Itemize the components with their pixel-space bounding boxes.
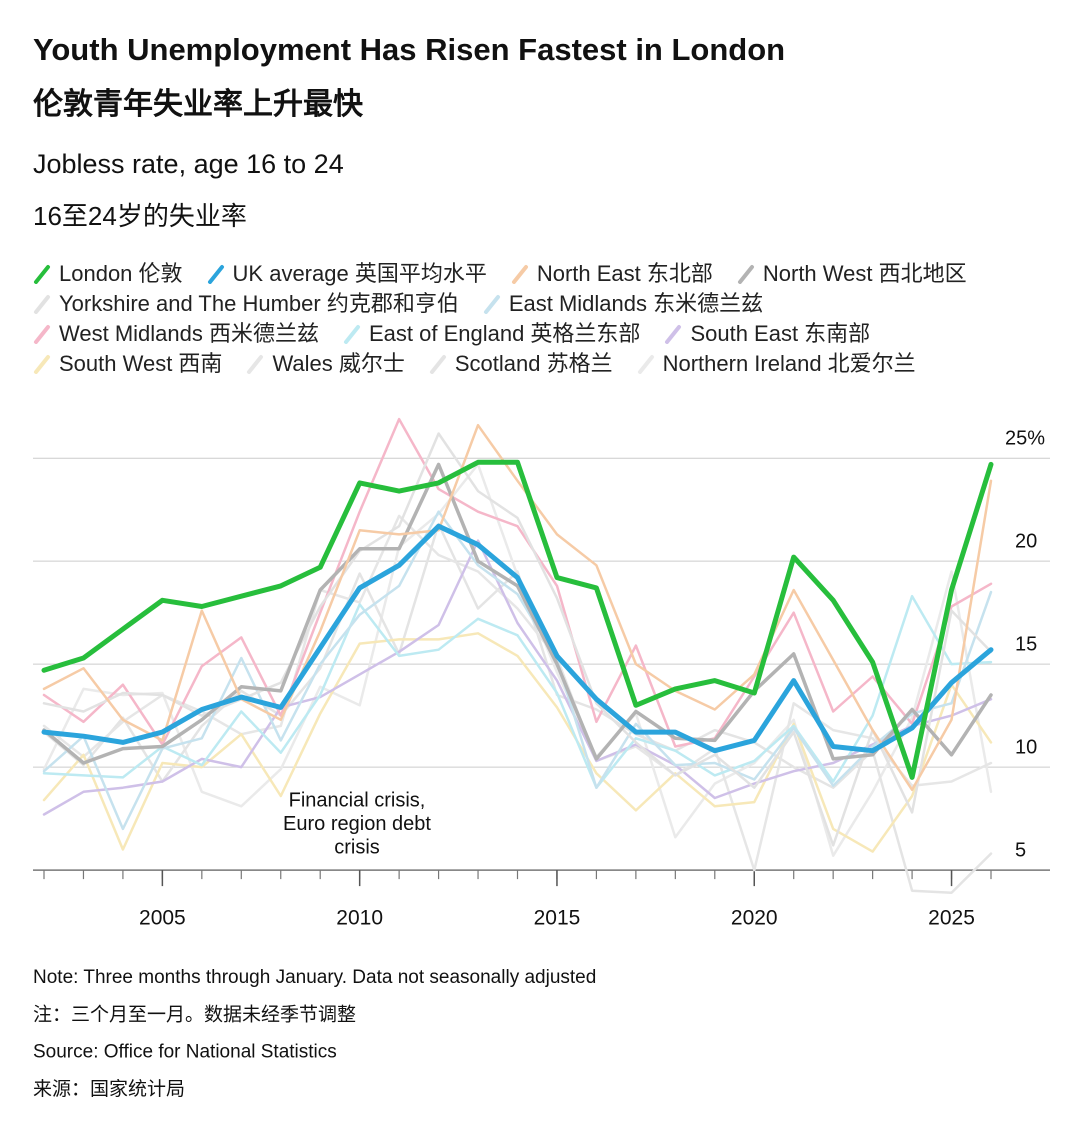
legend-item: Scotland 苏格兰	[429, 352, 613, 376]
legend-swatch-line	[429, 355, 446, 374]
series-line	[41, 459, 994, 780]
legend-label: Yorkshire and The Humber 约克郡和亨伯	[59, 291, 459, 316]
legend-swatch-line	[665, 325, 682, 344]
note: Note: Three months through January. Data…	[33, 967, 596, 988]
legend-swatch-line	[637, 355, 654, 374]
legend-swatch-line	[34, 265, 50, 284]
legend-item: West Midlands 西米德兰兹	[33, 322, 319, 346]
legend-swatch-line	[343, 325, 360, 344]
y-tick-label: 5	[1015, 839, 1026, 861]
legend-swatch	[483, 295, 500, 314]
chart-title-cn: 伦敦青年失业率上升最快	[33, 87, 364, 121]
legend-swatch	[34, 325, 50, 344]
series-line	[42, 510, 993, 831]
annotation: Euro region debt	[283, 813, 431, 835]
legend-swatch	[34, 295, 50, 314]
legend-label: Northern Ireland 北爱尔兰	[662, 351, 916, 376]
legend: London 伦敦 UK average 英国平均水平 North East 东北部…	[33, 262, 1068, 376]
legend-label: South West 西南	[59, 351, 223, 376]
annotation: crisis	[334, 836, 380, 858]
legend-label: West Midlands 西米德兰兹	[59, 321, 319, 346]
x-tick-label: 2025	[928, 907, 975, 930]
legend-item: Yorkshire and The Humber 约克郡和亨伯	[33, 292, 459, 316]
legend-label: Wales 威尔士	[272, 351, 405, 376]
legend-label: North East 东北部	[536, 261, 713, 286]
y-tick-label: 25%	[1005, 427, 1045, 449]
y-tick-label: 10	[1015, 736, 1037, 758]
note: Source: Office for National Statistics	[33, 1042, 337, 1063]
legend-swatch	[637, 355, 654, 374]
legend-swatch-line	[34, 355, 50, 374]
legend-label: UK average 英国平均水平	[232, 261, 487, 286]
legend-swatch	[207, 265, 224, 284]
annotation: Financial crisis,	[289, 789, 426, 811]
legend-item: South East 东南部	[664, 322, 870, 346]
series-line	[42, 522, 993, 895]
subtitle: Jobless rate, age 16 to 24	[33, 149, 344, 179]
legend-item: North East 东北部	[511, 262, 713, 286]
series-line	[42, 514, 993, 872]
legend-label: East Midlands 东米德兰兹	[508, 291, 764, 316]
x-tick-label: 2005	[139, 907, 186, 930]
x-tick-label: 2015	[534, 907, 581, 930]
legend-item: London 伦敦	[33, 262, 183, 286]
series-line	[42, 417, 993, 748]
note: 来源：国家统计局	[33, 1078, 185, 1100]
legend-item: North West 西北地区	[737, 262, 967, 286]
note: 注：三个月至一月。数据未经季节调整	[33, 1003, 356, 1025]
legend-item: East Midlands 东米德兰兹	[483, 292, 763, 316]
y-tick-label: 20	[1015, 530, 1037, 552]
legend-swatch-line	[483, 295, 500, 314]
y-tick-label: 15	[1015, 633, 1037, 655]
legend-label: East of England 英格兰东部	[368, 321, 641, 346]
legend-swatch	[343, 325, 360, 344]
legend-swatch-line	[34, 295, 50, 314]
legend-swatch	[737, 265, 754, 284]
legend-swatch	[34, 265, 50, 284]
series-line	[42, 423, 993, 792]
legend-item: Northern Ireland 北爱尔兰	[637, 352, 916, 376]
legend-swatch-line	[247, 355, 264, 374]
legend-swatch-line	[511, 265, 528, 284]
series-line	[42, 594, 993, 789]
legend-item: East of England 英格兰东部	[343, 322, 640, 346]
legend-swatch	[247, 355, 264, 374]
chart-title: Youth Unemployment Has Risen Fastest in …	[33, 32, 785, 67]
series-line	[41, 523, 994, 754]
legend-swatch-line	[207, 265, 224, 284]
legend-swatch-line	[34, 325, 50, 344]
x-tick-label: 2020	[731, 907, 778, 930]
legend-label: London 伦敦	[59, 261, 183, 286]
x-tick-label: 2010	[336, 907, 383, 930]
series-line	[42, 432, 993, 847]
legend-swatch	[34, 355, 50, 374]
series-line	[42, 462, 993, 765]
legend-swatch-line	[737, 265, 754, 284]
legend-swatch	[511, 265, 528, 284]
legend-item: South West 西南	[33, 352, 222, 376]
subtitle-cn: 16至24岁的失业率	[33, 201, 247, 231]
series-line	[42, 539, 993, 816]
legend-label: South East 东南部	[690, 321, 871, 346]
legend-item: UK average 英国平均水平	[207, 262, 487, 286]
legend-swatch	[665, 325, 682, 344]
legend-label: North West 西北地区	[762, 261, 967, 286]
series-line	[42, 632, 993, 853]
legend-item: Wales 威尔士	[246, 351, 405, 376]
legend-swatch	[429, 355, 446, 374]
legend-label: Scotland 苏格兰	[454, 351, 613, 376]
